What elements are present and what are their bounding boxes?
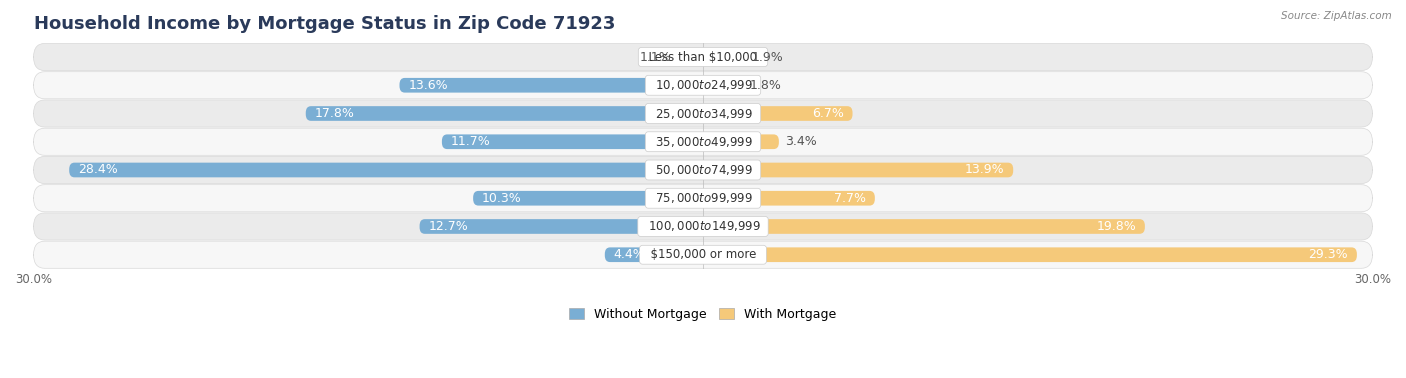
Text: Less than $10,000: Less than $10,000 [641,51,765,64]
Legend: Without Mortgage, With Mortgage: Without Mortgage, With Mortgage [564,303,842,326]
FancyBboxPatch shape [34,43,1372,71]
FancyBboxPatch shape [703,135,779,149]
FancyBboxPatch shape [34,241,1372,268]
FancyBboxPatch shape [419,219,703,234]
Text: 17.8%: 17.8% [315,107,354,120]
FancyBboxPatch shape [474,191,703,206]
FancyBboxPatch shape [34,156,1372,184]
Text: 4.4%: 4.4% [614,248,645,261]
FancyBboxPatch shape [441,135,703,149]
Text: 1.8%: 1.8% [749,79,782,92]
Text: $100,000 to $149,999: $100,000 to $149,999 [641,220,765,234]
Text: 11.7%: 11.7% [451,135,491,148]
Text: 28.4%: 28.4% [79,164,118,177]
FancyBboxPatch shape [34,128,1372,155]
FancyBboxPatch shape [703,106,852,121]
Text: 13.6%: 13.6% [408,79,449,92]
FancyBboxPatch shape [34,72,1372,99]
FancyBboxPatch shape [703,247,1357,262]
Text: 19.8%: 19.8% [1097,220,1136,233]
FancyBboxPatch shape [34,213,1372,240]
FancyBboxPatch shape [679,50,703,64]
Text: Household Income by Mortgage Status in Zip Code 71923: Household Income by Mortgage Status in Z… [34,15,614,33]
FancyBboxPatch shape [305,106,703,121]
FancyBboxPatch shape [34,185,1372,212]
Text: $50,000 to $74,999: $50,000 to $74,999 [648,163,758,177]
Text: $150,000 or more: $150,000 or more [643,248,763,261]
Text: $75,000 to $99,999: $75,000 to $99,999 [648,191,758,205]
Text: $25,000 to $34,999: $25,000 to $34,999 [648,107,758,121]
Text: 13.9%: 13.9% [965,164,1004,177]
Text: 7.7%: 7.7% [834,192,866,205]
Text: Source: ZipAtlas.com: Source: ZipAtlas.com [1281,11,1392,21]
Text: 3.4%: 3.4% [786,135,817,148]
Text: 29.3%: 29.3% [1309,248,1348,261]
FancyBboxPatch shape [703,163,1014,177]
FancyBboxPatch shape [399,78,703,93]
Text: 12.7%: 12.7% [429,220,468,233]
Text: 1.1%: 1.1% [640,51,672,64]
Text: $10,000 to $24,999: $10,000 to $24,999 [648,78,758,92]
FancyBboxPatch shape [34,100,1372,127]
FancyBboxPatch shape [605,247,703,262]
Text: $35,000 to $49,999: $35,000 to $49,999 [648,135,758,149]
Text: 6.7%: 6.7% [811,107,844,120]
FancyBboxPatch shape [703,78,744,93]
Text: 10.3%: 10.3% [482,192,522,205]
FancyBboxPatch shape [703,50,745,64]
Text: 1.9%: 1.9% [752,51,785,64]
FancyBboxPatch shape [69,163,703,177]
FancyBboxPatch shape [703,219,1144,234]
FancyBboxPatch shape [703,191,875,206]
